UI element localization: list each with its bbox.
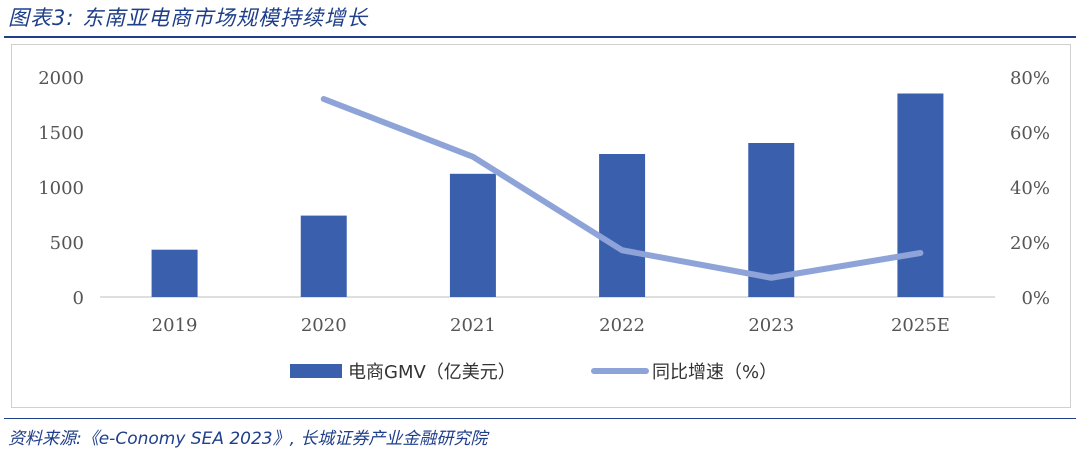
- legend-bar-swatch: [290, 364, 342, 378]
- left-tick-label: 500: [50, 233, 84, 254]
- gmv-bar: [599, 154, 646, 297]
- left-tick-label: 1000: [38, 178, 84, 199]
- right-axis-ticks: 0% 20% 40% 60% 80%: [1010, 68, 1050, 309]
- x-tick-label: 2021: [450, 315, 496, 336]
- left-tick-label: 0: [73, 288, 84, 309]
- right-tick-label: 0%: [1021, 288, 1050, 309]
- x-tick-label: 2020: [301, 315, 347, 336]
- x-tick-label: 2022: [599, 315, 645, 336]
- left-tick-label: 1500: [38, 123, 84, 144]
- legend: 电商GMV（亿美元） 同比增速（%）: [290, 362, 777, 383]
- gmv-bar: [300, 215, 347, 297]
- gmv-bar: [151, 249, 198, 297]
- right-tick-label: 80%: [1010, 68, 1050, 89]
- left-tick-label: 2000: [38, 68, 84, 89]
- x-axis-labels: 2019 2020 2021 2022 2023 2025E: [152, 315, 950, 336]
- gmv-bar: [748, 143, 795, 297]
- right-tick-label: 20%: [1010, 233, 1050, 254]
- x-tick-label: 2025E: [891, 315, 950, 336]
- gmv-bar: [449, 173, 496, 297]
- x-tick-label: 2019: [152, 315, 198, 336]
- x-tick-label: 2023: [748, 315, 794, 336]
- chart-frame: [11, 44, 1071, 408]
- chart: 0 500 1000 1500 2000 0% 20% 40% 60% 80% 2019 2020…: [38, 68, 1050, 383]
- right-tick-label: 60%: [1010, 123, 1050, 144]
- gmv-bar: [897, 93, 944, 297]
- source-rule: [4, 418, 1076, 419]
- figure-title: 图表3: 东南亚电商市场规模持续增长: [8, 6, 369, 30]
- bars: [151, 93, 944, 297]
- right-tick-label: 40%: [1010, 178, 1050, 199]
- growth-line: [320, 96, 924, 281]
- left-axis-ticks: 0 500 1000 1500 2000: [38, 68, 84, 309]
- source-note: 资料来源:《e-Conomy SEA 2023》, 长城证券产业金融研究院: [8, 429, 488, 449]
- title-rule: [4, 36, 1076, 38]
- legend-bar-label: 电商GMV（亿美元）: [348, 362, 516, 383]
- legend-line-label: 同比增速（%）: [652, 362, 777, 383]
